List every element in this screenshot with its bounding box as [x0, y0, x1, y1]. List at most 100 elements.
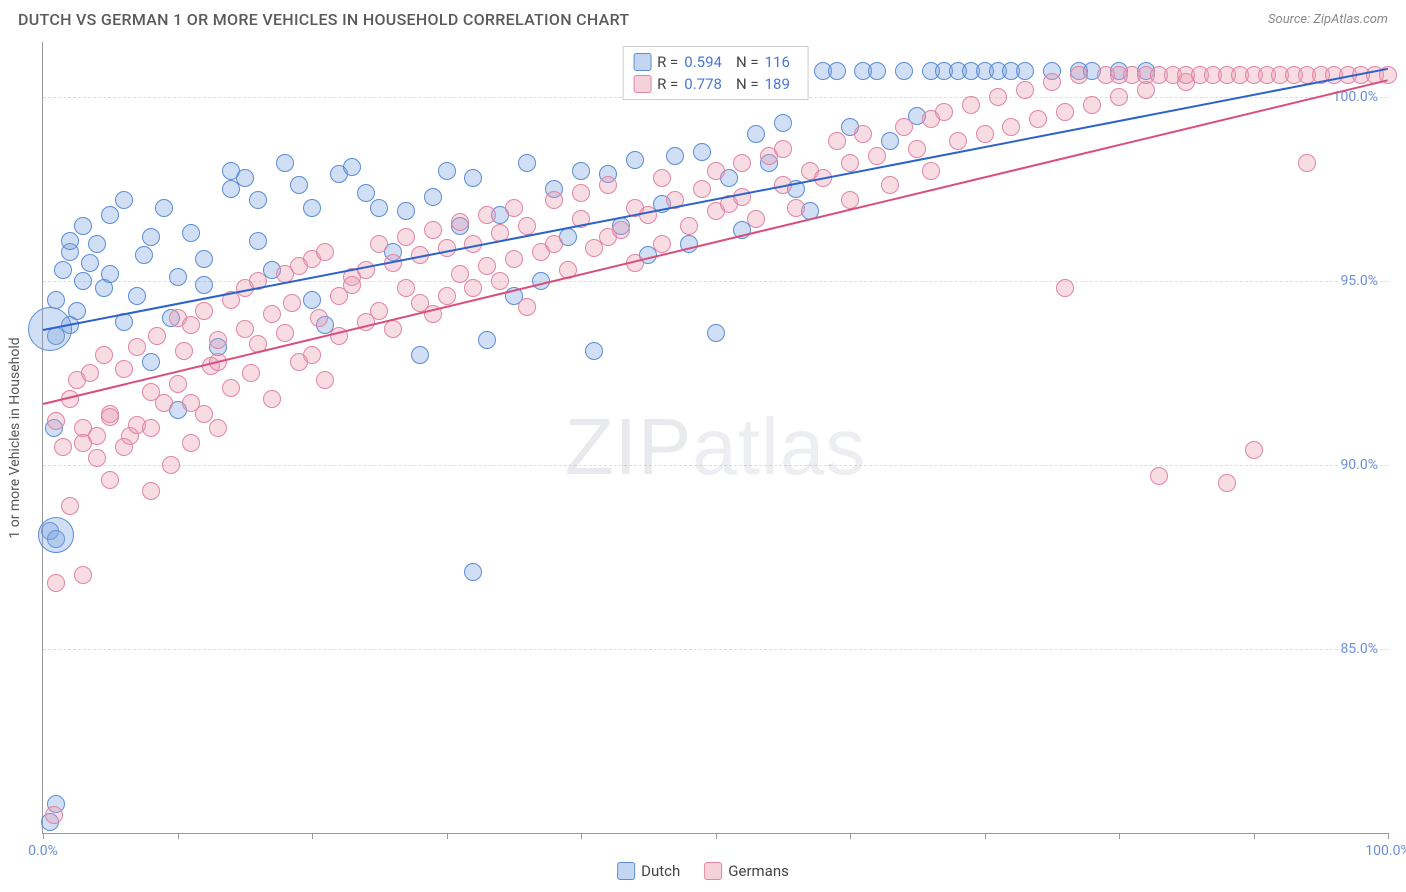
scatter-point	[182, 224, 200, 242]
scatter-point	[370, 199, 388, 217]
scatter-point	[303, 199, 321, 217]
scatter-point	[518, 217, 536, 235]
scatter-point	[249, 232, 267, 250]
x-tick	[178, 833, 179, 839]
scatter-point	[828, 132, 846, 150]
scatter-point	[115, 360, 133, 378]
scatter-point	[357, 184, 375, 202]
scatter-point	[841, 154, 859, 172]
scatter-point	[384, 320, 402, 338]
scatter-point	[175, 342, 193, 360]
scatter-point	[142, 482, 160, 500]
scatter-point	[316, 371, 334, 389]
scatter-point	[135, 246, 153, 264]
scatter-point	[774, 140, 792, 158]
scatter-point	[88, 449, 106, 467]
scatter-point	[464, 563, 482, 581]
scatter-point	[424, 188, 442, 206]
scatter-point	[45, 806, 63, 824]
scatter-point	[922, 162, 940, 180]
gridline	[43, 649, 1388, 650]
y-tick-label: 90.0%	[1338, 457, 1380, 473]
legend-item: Dutch	[617, 862, 680, 880]
legend-r-label: R =	[657, 51, 678, 73]
x-tick	[1119, 833, 1120, 839]
scatter-point	[989, 88, 1007, 106]
scatter-point	[209, 331, 227, 349]
scatter-point	[1016, 81, 1034, 99]
scatter-point	[693, 143, 711, 161]
scatter-point	[733, 154, 751, 172]
x-tick	[850, 833, 851, 839]
scatter-point	[653, 235, 671, 253]
legend-n-value: 116	[765, 51, 790, 73]
scatter-point	[572, 162, 590, 180]
scatter-point	[787, 199, 805, 217]
scatter-point	[290, 176, 308, 194]
trend-line	[43, 79, 1388, 405]
scatter-point	[626, 151, 644, 169]
scatter-point	[88, 235, 106, 253]
scatter-point	[101, 206, 119, 224]
scatter-point	[47, 574, 65, 592]
scatter-point	[854, 125, 872, 143]
x-tick-label: 100.0%	[1365, 843, 1406, 859]
scatter-point	[747, 210, 765, 228]
scatter-point	[478, 257, 496, 275]
scatter-point	[397, 202, 415, 220]
scatter-point	[195, 302, 213, 320]
scatter-point	[1070, 66, 1088, 84]
scatter-point	[1218, 474, 1236, 492]
scatter-point	[491, 272, 509, 290]
scatter-point	[707, 162, 725, 180]
scatter-point	[518, 298, 536, 316]
x-tick	[1388, 833, 1389, 839]
scatter-point	[316, 243, 334, 261]
scatter-point	[424, 221, 442, 239]
scatter-point	[1056, 279, 1074, 297]
scatter-point	[572, 184, 590, 202]
legend-r-label: R =	[657, 73, 678, 95]
y-tick-label: 85.0%	[1338, 641, 1380, 657]
scatter-point	[74, 272, 92, 290]
scatter-point	[666, 147, 684, 165]
scatter-point	[81, 364, 99, 382]
x-tick	[312, 833, 313, 839]
scatter-point	[868, 147, 886, 165]
scatter-point-large	[38, 517, 74, 553]
scatter-point	[276, 154, 294, 172]
scatter-point	[236, 169, 254, 187]
legend-row: R =0.778N =189	[633, 73, 798, 95]
scatter-point	[263, 390, 281, 408]
legend-n-label: N =	[736, 51, 759, 73]
legend-bottom: DutchGermans	[617, 862, 789, 880]
x-tick	[1254, 833, 1255, 839]
scatter-point	[74, 217, 92, 235]
x-tick	[716, 833, 717, 839]
chart-title: DUTCH VS GERMAN 1 OR MORE VEHICLES IN HO…	[18, 10, 629, 29]
scatter-point	[438, 162, 456, 180]
scatter-plot-area: 1 or more Vehicles in Household ZIPatlas…	[42, 42, 1388, 834]
scatter-point	[774, 114, 792, 132]
legend-r-value: 0.594	[684, 51, 722, 73]
scatter-point	[411, 346, 429, 364]
scatter-point	[310, 309, 328, 327]
legend-label: Dutch	[641, 862, 680, 880]
scatter-point	[242, 364, 260, 382]
legend-n-value: 189	[765, 73, 790, 95]
legend-row: R = 0.594 N = 116	[633, 51, 798, 73]
scatter-point	[182, 434, 200, 452]
scatter-point	[169, 268, 187, 286]
scatter-point	[343, 276, 361, 294]
scatter-point	[1245, 441, 1263, 459]
scatter-point	[128, 287, 146, 305]
scatter-point	[464, 169, 482, 187]
scatter-point	[464, 279, 482, 297]
chart-header: DUTCH VS GERMAN 1 OR MORE VEHICLES IN HO…	[0, 0, 1406, 35]
scatter-point	[162, 456, 180, 474]
scatter-point	[303, 346, 321, 364]
scatter-point	[343, 158, 361, 176]
scatter-point	[101, 471, 119, 489]
scatter-point	[451, 265, 469, 283]
scatter-point	[935, 103, 953, 121]
